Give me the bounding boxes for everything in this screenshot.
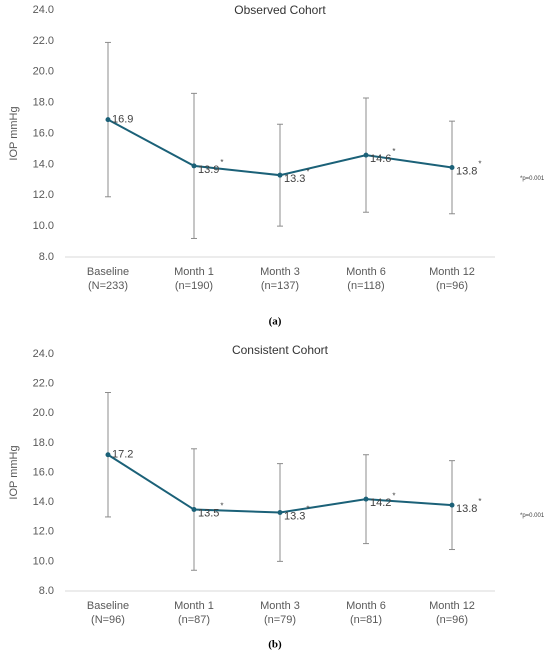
y-tick-label: 22.0 [33,35,54,47]
point [105,452,111,458]
annotation: *p=0.001 [520,513,545,519]
y-tick-label: 24.0 [33,348,54,360]
x-tick-label: Month 3 [260,600,300,612]
value-label: 13.8 [456,165,477,177]
y-tick-label: 24.0 [33,4,54,16]
y-tick-label: 16.0 [33,466,54,478]
significance-mark: * [478,497,481,506]
point [449,164,455,170]
point [363,152,369,158]
y-tick-label: 22.0 [33,378,54,390]
x-tick-count: (n=96) [436,614,468,626]
x-tick-count: (n=87) [178,614,210,626]
value-label: 13.8 [456,503,477,515]
value-label: 13.9 [198,164,219,176]
x-tick-count: (n=79) [264,614,296,626]
caption: (b) [268,639,282,651]
y-tick-label: 10.0 [33,220,54,232]
significance-mark: * [392,491,395,500]
y-tick-label: 14.0 [33,496,54,508]
value-label: 13.3 [284,510,305,522]
x-tick-label: Month 1 [174,600,214,612]
point [191,163,197,169]
x-tick-label: Month 12 [429,266,475,278]
significance-mark: * [306,167,309,176]
y-tick-label: 20.0 [33,66,54,78]
value-label: 13.5 [198,507,219,519]
value-label: 17.2 [112,449,133,461]
chart-title: Observed Cohort [234,3,326,17]
x-tick-count: (N=96) [91,614,125,626]
value-label: 16.9 [112,114,133,126]
value-label: 14.6 [370,153,391,165]
y-tick-label: 16.0 [33,127,54,139]
y-tick-label: 20.0 [33,407,54,419]
x-tick-label: Month 3 [260,266,300,278]
x-tick-count: (n=96) [436,280,468,292]
point [277,172,283,178]
significance-mark: * [306,505,309,514]
y-axis-label: IOP mmHg [8,445,20,499]
x-tick-count: (n=137) [261,280,299,292]
value-label: 13.3 [284,173,305,185]
point [105,117,111,123]
y-tick-label: 8.0 [39,585,54,597]
y-tick-label: 14.0 [33,158,54,170]
x-tick-label: Month 6 [346,600,386,612]
caption: (a) [269,316,282,328]
y-tick-label: 8.0 [39,251,54,263]
significance-mark: * [392,147,395,156]
significance-mark: * [220,502,223,511]
y-tick-label: 18.0 [33,437,54,449]
x-tick-label: Baseline [87,266,129,278]
x-tick-count: (N=233) [88,280,128,292]
x-tick-label: Month 6 [346,266,386,278]
significance-mark: * [220,158,223,167]
x-tick-count: (n=190) [175,280,213,292]
point [191,507,197,513]
value-label: 14.2 [370,497,391,509]
x-tick-label: Baseline [87,600,129,612]
y-tick-label: 12.0 [33,526,54,538]
chart-title: Consistent Cohort [232,343,329,357]
significance-mark: * [478,160,481,169]
point [277,509,283,515]
y-tick-label: 12.0 [33,189,54,201]
y-tick-label: 10.0 [33,555,54,567]
x-tick-count: (n=118) [347,280,384,292]
y-axis-label: IOP mmHg [8,106,20,160]
x-tick-count: (n=81) [350,614,382,626]
point [363,496,369,502]
annotation: *p=0.001 [520,176,545,182]
x-tick-label: Month 12 [429,600,475,612]
x-tick-label: Month 1 [174,266,214,278]
y-tick-label: 18.0 [33,97,54,109]
point [449,502,455,508]
